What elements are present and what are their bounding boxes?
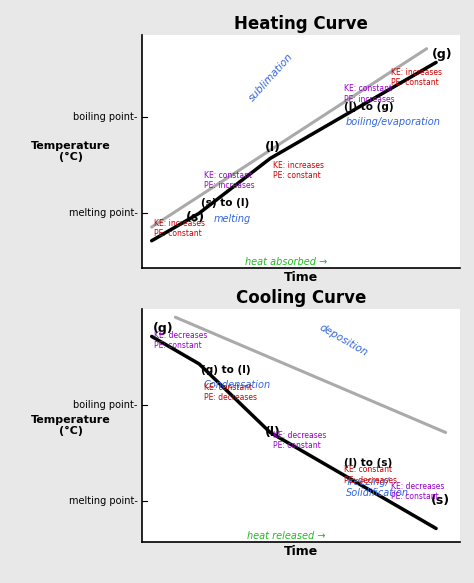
Text: melting: melting: [213, 215, 251, 224]
Text: freezing/
Solidification: freezing/ Solidification: [346, 477, 409, 498]
Title: Cooling Curve: Cooling Curve: [236, 289, 366, 307]
Text: (l) to (g): (l) to (g): [344, 102, 393, 112]
Text: Temperature
(°C): Temperature (°C): [31, 141, 111, 163]
Text: (l): (l): [264, 426, 280, 440]
Text: KE: decreases
PE: constant: KE: decreases PE: constant: [273, 431, 326, 450]
Text: (l): (l): [264, 141, 280, 154]
Text: sublimation: sublimation: [246, 52, 295, 104]
Text: heat released →: heat released →: [247, 531, 325, 541]
X-axis label: Time: Time: [284, 545, 318, 558]
Text: KE: increases
PE: constant: KE: increases PE: constant: [273, 161, 324, 180]
Text: boiling point-: boiling point-: [73, 113, 137, 122]
Text: melting point-: melting point-: [69, 496, 137, 506]
Text: KE: increases
PE: constant: KE: increases PE: constant: [391, 68, 442, 87]
Text: heat absorbed →: heat absorbed →: [245, 257, 327, 267]
Text: (g): (g): [153, 322, 173, 335]
Text: boiling/evaporation: boiling/evaporation: [346, 117, 441, 127]
Text: (l) to (s): (l) to (s): [344, 458, 392, 468]
Text: KE: constant
PE: decreases: KE: constant PE: decreases: [344, 465, 397, 484]
Text: KE: increases
PE: constant: KE: increases PE: constant: [154, 219, 205, 238]
X-axis label: Time: Time: [284, 271, 318, 284]
Text: KE: constant
PE: decreases: KE: constant PE: decreases: [204, 383, 257, 402]
Text: KE: decreases
PE: constant: KE: decreases PE: constant: [154, 331, 208, 350]
Text: KE: constant
PE: increases: KE: constant PE: increases: [344, 84, 394, 104]
Text: (g) to (l): (g) to (l): [201, 365, 251, 375]
Text: (g): (g): [432, 48, 453, 61]
Text: melting point-: melting point-: [69, 208, 137, 218]
Text: Condensation: Condensation: [204, 380, 271, 390]
Text: (s): (s): [430, 494, 449, 507]
Text: KE: decreases
PE: constant: KE: decreases PE: constant: [391, 482, 445, 501]
Text: KE: constant
PE: increases: KE: constant PE: increases: [204, 171, 255, 190]
Text: boiling point-: boiling point-: [73, 400, 137, 410]
Text: deposition: deposition: [318, 322, 370, 359]
Title: Heating Curve: Heating Curve: [234, 15, 368, 33]
Text: (s) to (l): (s) to (l): [201, 198, 250, 208]
Text: (s): (s): [186, 210, 205, 224]
Text: Temperature
(°C): Temperature (°C): [31, 415, 111, 437]
